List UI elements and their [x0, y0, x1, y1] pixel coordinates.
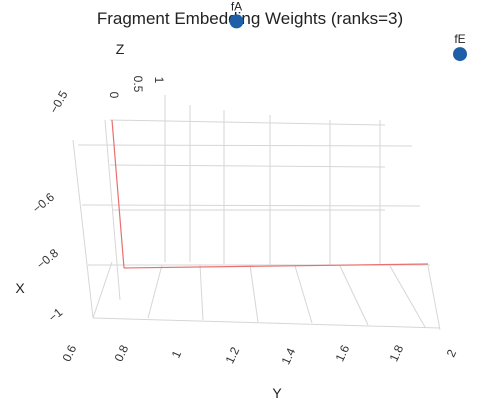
y-tick-label: 2: [444, 347, 460, 359]
wall-grid-line: [72, 139, 94, 319]
zero-planes: [111, 119, 429, 269]
z-axis-group: Z 0 0.5 1: [107, 41, 166, 99]
z-axis-title: Z: [116, 41, 125, 57]
back-wall-grid-line: [109, 164, 386, 168]
y-tick-label: 1: [169, 348, 185, 360]
back-wall-grid-line: [109, 119, 386, 126]
x-axis-group: X −0.5 −0.6 −0.8 −1: [15, 88, 70, 325]
zero-line-vertical: [111, 119, 125, 269]
floor-grid-line: [92, 317, 441, 329]
data-point-label: fA: [231, 0, 242, 13]
grid-lines: [72, 95, 441, 331]
z-tick-label: 0.5: [131, 76, 145, 93]
z-tick-label: 0: [107, 92, 121, 99]
floor-grid-line: [339, 265, 369, 326]
y-axis-title: Y: [272, 385, 282, 401]
x-tick-label: −0.8: [34, 246, 61, 272]
y-tick-label: 0.6: [60, 342, 80, 363]
y-tick-label: 1.4: [279, 345, 299, 366]
floor-grid-line: [81, 204, 421, 207]
z-tick-label: 1: [152, 77, 166, 84]
data-point-label: fE: [454, 32, 465, 46]
y-tick-label: 1.8: [387, 342, 407, 363]
x-axis-title: X: [15, 280, 25, 296]
y-tick-label: 0.8: [112, 342, 132, 363]
zero-line-horizontal: [123, 263, 429, 269]
floor-grid-line: [147, 264, 163, 319]
x-tick-label: −0.5: [47, 88, 71, 116]
data-point-fA[interactable]: [229, 14, 244, 29]
y-tick-label: 1.2: [223, 344, 243, 365]
y-tick-label: 1.6: [333, 342, 353, 363]
floor-grid-line: [77, 144, 413, 147]
floor-grid-line: [249, 264, 259, 323]
y-axis-group: Y 0.6 0.8 1 1.2 1.4 1.6 1.8 2: [60, 342, 460, 401]
data-points: fAfBfCfDfE: [229, 0, 467, 62]
floor-grid-line: [92, 261, 113, 319]
floor-grid-line: [294, 265, 313, 324]
x-tick-label: −0.6: [30, 190, 57, 216]
x-tick-label: −1: [46, 305, 66, 325]
chart-title: Fragment Embedding Weights (ranks=3): [97, 9, 403, 28]
floor-grid-line: [427, 265, 441, 331]
data-point-fE[interactable]: [453, 47, 467, 62]
floor-grid-line: [389, 265, 426, 328]
floor-grid-line: [199, 264, 204, 321]
